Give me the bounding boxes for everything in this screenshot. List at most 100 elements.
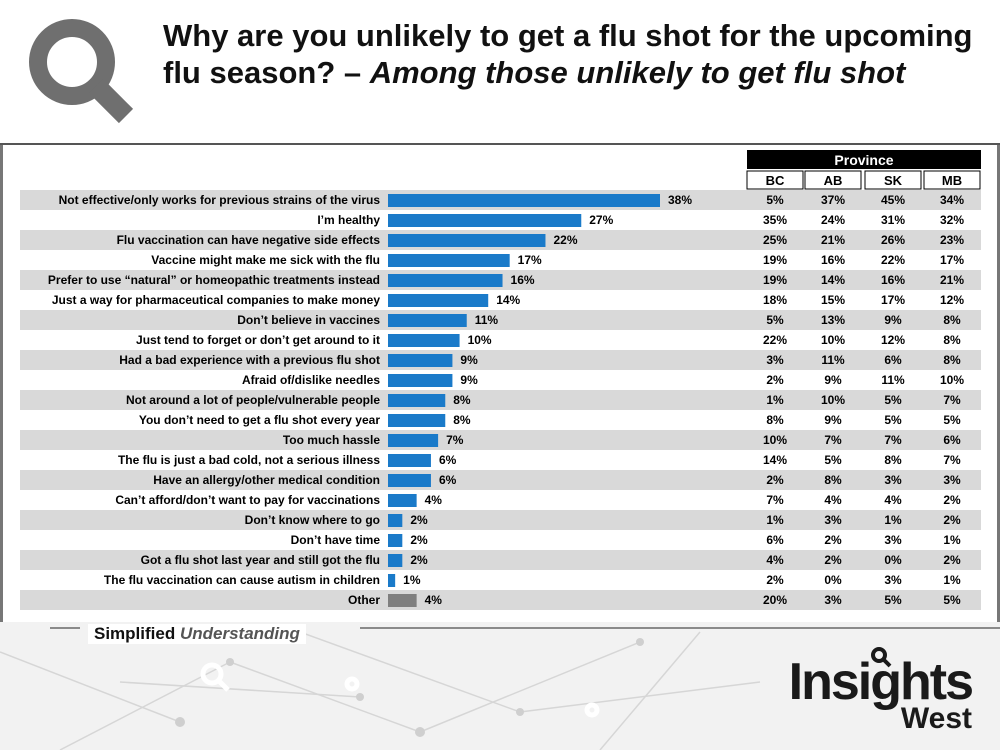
table-cell: 2% [943, 553, 961, 567]
table-cell: 20% [763, 593, 787, 607]
table-cell: 7% [824, 433, 842, 447]
table-cell: 3% [824, 513, 842, 527]
bar [388, 374, 453, 387]
category-label: Flu vaccination can have negative side e… [117, 233, 381, 247]
table-column-header: BC [766, 173, 785, 188]
bar-value-label: 9% [460, 373, 478, 387]
bar-value-label: 2% [410, 533, 428, 547]
table-cell: 12% [940, 293, 964, 307]
table-cell: 31% [881, 213, 905, 227]
bar-value-label: 16% [511, 273, 535, 287]
row-stripe [20, 350, 981, 370]
table-cell: 7% [884, 433, 902, 447]
table-cell: 8% [884, 453, 902, 467]
table-cell: 35% [763, 213, 787, 227]
table-cell: 21% [821, 233, 845, 247]
bar [388, 294, 489, 307]
bar-value-label: 14% [496, 293, 520, 307]
category-label: Don’t know where to go [245, 513, 380, 527]
table-column-header: SK [884, 173, 903, 188]
row-stripe [20, 510, 981, 530]
table-cell: 8% [766, 413, 784, 427]
table-cell: 2% [766, 473, 784, 487]
table-cell: 32% [940, 213, 964, 227]
table-cell: 8% [943, 313, 961, 327]
bar-value-label: 2% [410, 513, 428, 527]
magnifier-logo-icon [29, 19, 134, 124]
table-cell: 2% [824, 533, 842, 547]
table-group-header: Province [834, 152, 893, 168]
table-cell: 0% [824, 573, 842, 587]
table-cell: 1% [766, 513, 784, 527]
category-label: Got a flu shot last year and still got t… [141, 553, 380, 567]
table-cell: 4% [824, 493, 842, 507]
table-cell: 5% [884, 393, 902, 407]
table-cell: 9% [824, 373, 842, 387]
row-stripe [20, 430, 981, 450]
table-cell: 14% [821, 273, 845, 287]
tagline-main: Simplified [94, 624, 176, 643]
table-cell: 5% [884, 413, 902, 427]
table-cell: 45% [881, 193, 905, 207]
table-cell: 2% [766, 573, 784, 587]
table-column-cell [864, 170, 922, 190]
table-cell: 8% [943, 353, 961, 367]
table-cell: 16% [881, 273, 905, 287]
frame-left-border [0, 145, 3, 625]
bar-value-label: 1% [403, 573, 421, 587]
bar-value-label: 27% [589, 213, 613, 227]
category-label: I’m healthy [317, 213, 380, 227]
bar [388, 274, 503, 287]
table-cell: 9% [824, 413, 842, 427]
bar [388, 334, 460, 347]
row-stripe [20, 310, 981, 330]
title-main: Why are you unlikely to get a flu shot f… [163, 18, 973, 90]
table-cell: 24% [821, 213, 845, 227]
table-cell: 4% [884, 493, 902, 507]
bar-value-label: 7% [446, 433, 464, 447]
bar [388, 514, 403, 527]
table-cell: 3% [766, 353, 784, 367]
table-cell: 15% [821, 293, 845, 307]
bar [388, 454, 431, 467]
table-cell: 17% [881, 293, 905, 307]
bar [388, 574, 396, 587]
bar-value-label: 6% [439, 453, 457, 467]
category-label: Can’t afford/don’t want to pay for vacci… [115, 493, 380, 507]
table-cell: 22% [763, 333, 787, 347]
category-label: Not around a lot of people/vulnerable pe… [126, 393, 380, 407]
category-label: Just tend to forget or don’t get around … [136, 333, 380, 347]
bar-value-label: 9% [460, 353, 478, 367]
bar [388, 594, 417, 607]
network-lines-decoration [0, 627, 1000, 750]
table-cell: 6% [884, 353, 902, 367]
table-cell: 7% [943, 453, 961, 467]
table-cell: 18% [763, 293, 787, 307]
bar [388, 354, 453, 367]
table-cell: 3% [884, 533, 902, 547]
row-stripe [20, 390, 981, 410]
bar [388, 474, 431, 487]
category-label: Just a way for pharmaceutical companies … [52, 293, 380, 307]
category-label: You don’t need to get a flu shot every y… [139, 413, 380, 427]
table-cell: 2% [766, 373, 784, 387]
category-label: Other [348, 593, 380, 607]
bar-value-label: 11% [475, 313, 499, 327]
table-cell: 4% [766, 553, 784, 567]
bar-value-label: 38% [668, 193, 692, 207]
bar [388, 414, 446, 427]
footer: Simplified Understanding Insights West [0, 622, 1000, 750]
table-cell: 26% [881, 233, 905, 247]
table-cell: 12% [881, 333, 905, 347]
bar-value-label: 22% [553, 233, 577, 247]
page-title: Why are you unlikely to get a flu shot f… [163, 17, 983, 91]
category-label: Too much hassle [283, 433, 380, 447]
bar-value-label: 4% [425, 493, 443, 507]
table-cell: 11% [821, 353, 845, 367]
table-cell: 7% [766, 493, 784, 507]
table-cell: 3% [943, 473, 961, 487]
table-cell: 5% [766, 193, 784, 207]
row-stripe [20, 590, 981, 610]
category-label: Don’t have time [291, 533, 381, 547]
table-column-header: MB [942, 173, 962, 188]
